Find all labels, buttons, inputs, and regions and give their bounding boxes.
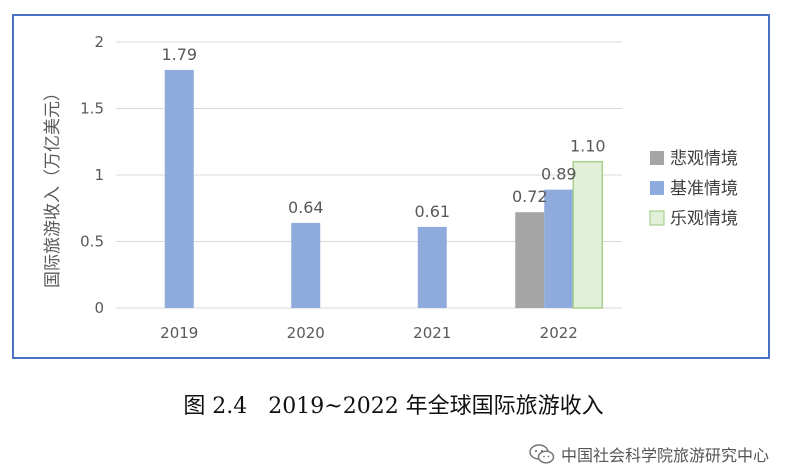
x-tick-label: 2022 [540, 324, 578, 342]
bar-2021-1 [417, 226, 447, 308]
legend-swatch [650, 151, 664, 165]
data-label: 0.61 [414, 202, 450, 221]
y-tick-label: 0 [94, 299, 104, 317]
watermark: 中国社会科学院旅游研究中心 [529, 442, 769, 466]
legend-entry: 基准情境 [670, 179, 738, 199]
chart-frame: 1.79 0.64 0.61 0.72 0.89 1.10 0 0.5 1 1.5 2 2019 20… [12, 14, 770, 359]
y-tick-label: 1.5 [80, 100, 104, 118]
bar-chart: 1.79 0.64 0.61 0.72 0.89 1.10 0 0.5 1 1.5 2 2019 20… [43, 33, 738, 342]
bar-2019-1 [164, 69, 194, 309]
data-label: 1.79 [161, 45, 197, 64]
legend-swatch [649, 210, 665, 226]
figure-caption: 图 2.4 2019~2022 年全球国际旅游收入 [0, 388, 787, 420]
data-label: 0.64 [288, 198, 324, 217]
y-tick-label: 1 [94, 166, 104, 184]
y-axis-label: 国际旅游收入（万亿美元） [43, 84, 63, 288]
data-label: 0.72 [512, 187, 548, 206]
x-tick-label: 2020 [287, 324, 325, 342]
caption-number: 图 2.4 [183, 394, 248, 419]
x-tick-label: 2019 [160, 324, 198, 342]
data-label: 1.10 [570, 137, 606, 156]
x-tick-label: 2021 [413, 324, 451, 342]
bar-2022-2 [572, 160, 603, 309]
legend-entry: 乐观情境 [670, 209, 738, 229]
bar-2022-1 [544, 189, 574, 308]
bar-2022-0 [515, 212, 545, 308]
bar-2020-1 [291, 222, 321, 308]
legend-entry: 悲观情境 [670, 149, 738, 169]
legend-swatch [650, 181, 664, 195]
y-tick-label: 0.5 [80, 233, 104, 251]
data-label: 0.89 [541, 165, 577, 184]
wechat-icon [529, 444, 555, 464]
watermark-text: 中国社会科学院旅游研究中心 [560, 446, 769, 465]
y-tick-label: 2 [94, 33, 104, 51]
caption-text: 2019~2022 年全球国际旅游收入 [268, 394, 604, 419]
